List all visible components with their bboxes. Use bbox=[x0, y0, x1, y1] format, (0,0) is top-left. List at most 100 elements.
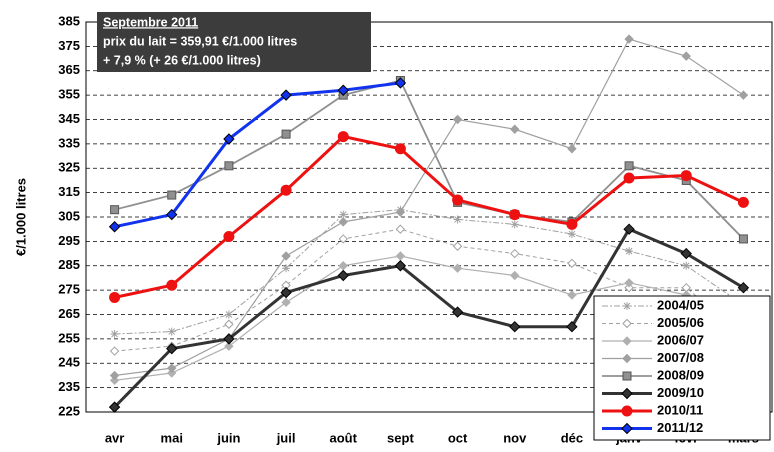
point bbox=[167, 368, 177, 378]
point bbox=[394, 77, 407, 89]
point bbox=[452, 263, 463, 273]
point bbox=[338, 234, 348, 244]
point bbox=[167, 327, 176, 336]
point bbox=[510, 220, 519, 229]
legend-label: 2010/11 bbox=[657, 402, 703, 417]
point bbox=[108, 221, 121, 233]
y-tick-label: 385 bbox=[58, 13, 80, 28]
legend-label: 2011/12 bbox=[657, 420, 703, 435]
legend-marker bbox=[621, 422, 633, 435]
series-line bbox=[114, 209, 744, 335]
y-tick-label: 285 bbox=[58, 257, 80, 272]
point bbox=[395, 251, 406, 261]
point bbox=[224, 341, 234, 351]
point bbox=[452, 194, 464, 206]
point bbox=[280, 89, 292, 101]
legend-label: 2005/06 bbox=[657, 315, 704, 330]
annotation-text: prix du lait = 359,91 €/1.000 litres bbox=[103, 34, 297, 48]
legend-label: 2006/07 bbox=[657, 332, 704, 347]
y-axis-label: €/1.000 litres bbox=[13, 178, 28, 256]
point bbox=[109, 291, 121, 303]
legend-marker bbox=[622, 318, 632, 329]
point bbox=[625, 247, 634, 256]
point bbox=[109, 375, 120, 386]
point bbox=[451, 306, 464, 318]
y-tick-label: 365 bbox=[58, 62, 80, 77]
point bbox=[110, 330, 119, 338]
point bbox=[224, 161, 234, 171]
y-tick-label: 275 bbox=[58, 282, 80, 297]
legend-marker bbox=[623, 302, 631, 310]
point bbox=[395, 224, 406, 234]
point bbox=[339, 210, 348, 219]
series-line bbox=[114, 81, 401, 229]
point bbox=[108, 401, 121, 413]
point bbox=[223, 133, 235, 145]
point bbox=[624, 278, 634, 288]
series-line bbox=[114, 79, 745, 240]
annotation-text: + 7,9 % (+ 26 €/1.000 litres) bbox=[103, 53, 261, 67]
point bbox=[281, 129, 291, 139]
y-tick-label: 325 bbox=[58, 160, 80, 175]
point bbox=[737, 196, 749, 208]
point bbox=[223, 333, 235, 345]
point bbox=[281, 251, 291, 261]
y-tick-label: 245 bbox=[58, 355, 80, 370]
point bbox=[682, 261, 691, 270]
y-tick-label: 315 bbox=[58, 184, 80, 199]
point bbox=[623, 223, 635, 235]
point bbox=[510, 124, 520, 134]
point bbox=[166, 279, 178, 291]
point bbox=[737, 281, 750, 294]
point bbox=[166, 208, 178, 221]
point bbox=[280, 286, 292, 299]
series-line bbox=[114, 228, 744, 352]
x-tick-label: mai bbox=[161, 430, 183, 445]
point bbox=[680, 170, 692, 182]
point bbox=[452, 114, 463, 125]
series-line bbox=[114, 134, 745, 299]
point bbox=[166, 342, 178, 355]
point bbox=[624, 282, 634, 293]
point bbox=[566, 218, 578, 230]
series-line bbox=[114, 38, 744, 377]
point bbox=[338, 217, 348, 227]
point bbox=[224, 310, 233, 319]
point bbox=[624, 161, 634, 171]
x-tick-label: oct bbox=[448, 430, 468, 445]
point bbox=[224, 319, 234, 329]
x-tick-label: août bbox=[330, 430, 358, 445]
point bbox=[167, 190, 177, 200]
y-tick-label: 355 bbox=[58, 87, 80, 102]
legend-label: 2008/09 bbox=[657, 367, 704, 382]
point bbox=[109, 346, 120, 356]
y-tick-label: 375 bbox=[58, 38, 80, 53]
legend-marker bbox=[622, 336, 632, 346]
point bbox=[338, 261, 348, 271]
point bbox=[680, 247, 692, 260]
x-tick-label: nov bbox=[503, 430, 527, 445]
point bbox=[510, 248, 520, 259]
y-tick-label: 345 bbox=[58, 111, 80, 126]
annotation-box bbox=[97, 12, 371, 72]
point bbox=[394, 143, 406, 155]
legend-marker bbox=[621, 387, 633, 400]
point bbox=[337, 131, 349, 143]
point bbox=[738, 234, 748, 244]
legend-marker bbox=[622, 371, 632, 381]
legend-label: 2009/10 bbox=[657, 385, 704, 400]
point bbox=[280, 184, 292, 196]
annotation-text: Septembre 2011 bbox=[103, 15, 198, 29]
point bbox=[453, 215, 462, 224]
point bbox=[223, 231, 235, 242]
point bbox=[567, 144, 577, 154]
legend-box bbox=[593, 295, 771, 441]
legend-marker bbox=[621, 405, 633, 417]
point bbox=[452, 241, 463, 251]
series-line bbox=[113, 227, 745, 409]
point bbox=[337, 84, 349, 96]
x-tick-label: sept bbox=[387, 430, 414, 445]
x-tick-label: déc bbox=[561, 430, 583, 445]
point bbox=[167, 363, 177, 373]
point bbox=[394, 260, 407, 272]
